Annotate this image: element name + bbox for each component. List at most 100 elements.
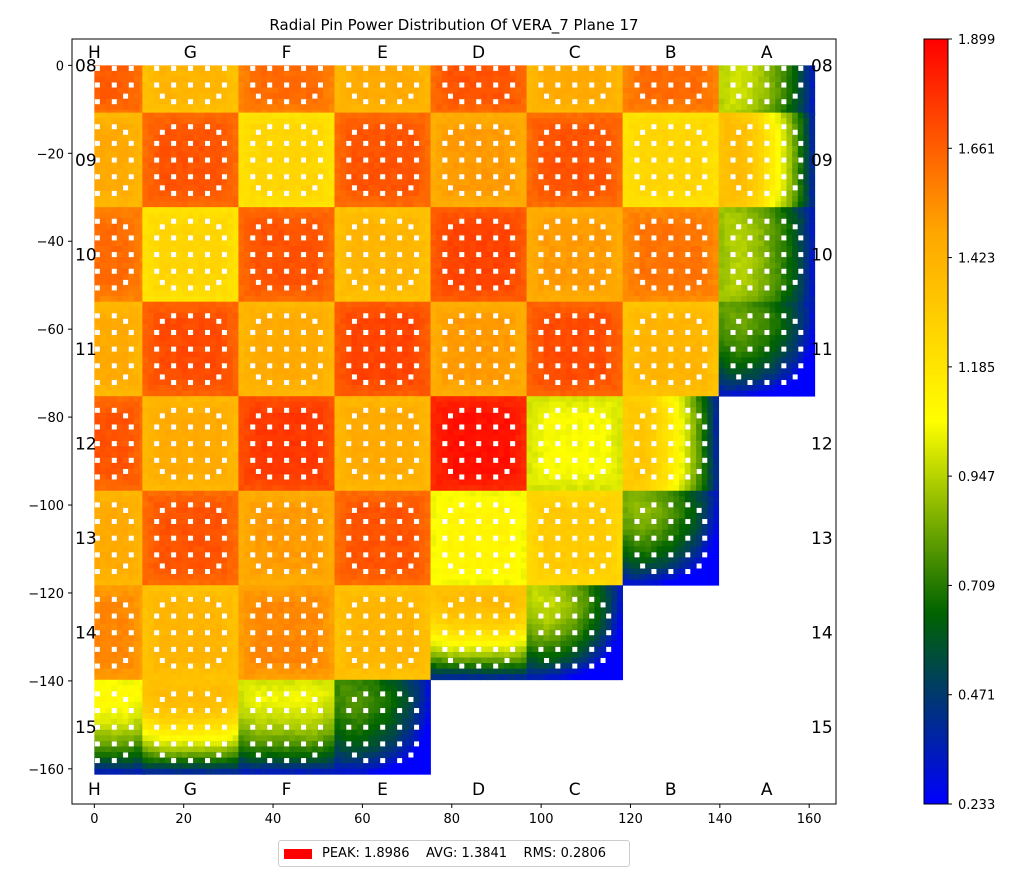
guide-tube-marker: [301, 99, 307, 105]
guide-tube-marker: [171, 379, 177, 385]
guide-tube-marker: [363, 663, 369, 669]
guide-tube-marker: [798, 65, 804, 71]
guide-tube-marker: [216, 374, 222, 380]
guide-tube-marker: [380, 441, 386, 447]
row-label: 10: [811, 245, 833, 265]
guide-tube-marker: [159, 657, 165, 663]
guide-tube-marker: [111, 569, 117, 575]
guide-tube-marker: [318, 708, 324, 714]
guide-tube-marker: [94, 363, 100, 369]
guide-tube-marker: [493, 441, 499, 447]
guide-tube-marker: [380, 569, 386, 575]
guide-tube-marker: [448, 93, 454, 99]
guide-tube-marker: [668, 252, 674, 258]
guide-tube-marker: [123, 318, 129, 324]
guide-tube-marker: [128, 457, 134, 463]
plot-frame: [71, 38, 837, 805]
guide-tube-marker: [493, 535, 499, 541]
guide-tube-marker: [476, 457, 482, 463]
guide-tube-marker: [267, 82, 273, 88]
guide-tube-marker: [284, 724, 290, 730]
guide-tube-marker: [747, 346, 753, 352]
guide-tube-marker: [764, 313, 770, 319]
guide-tube-marker: [600, 374, 606, 380]
guide-tube-marker: [267, 124, 273, 130]
guide-tube-marker: [380, 218, 386, 224]
guide-tube-marker: [318, 741, 324, 747]
guide-tube-marker: [346, 708, 352, 714]
guide-tube-marker: [397, 235, 403, 241]
guide-tube-marker: [448, 602, 454, 608]
guide-tube-marker: [459, 552, 465, 558]
guide-tube-marker: [188, 329, 194, 335]
fuel-assembly: [238, 112, 335, 208]
guide-tube-marker: [205, 379, 211, 385]
guide-tube-marker: [111, 519, 117, 525]
guide-tube-marker: [188, 691, 194, 697]
guide-tube-marker: [216, 318, 222, 324]
guide-tube-marker: [476, 613, 482, 619]
guide-tube-marker: [318, 346, 324, 352]
guide-tube-marker: [781, 379, 787, 385]
guide-tube-marker: [685, 65, 691, 71]
guide-tube-marker: [589, 268, 595, 274]
guide-tube-marker: [634, 363, 640, 369]
guide-tube-marker: [747, 157, 753, 163]
guide-tube-marker: [111, 424, 117, 430]
guide-tube-marker: [171, 596, 177, 602]
x-tick-label: 160: [797, 812, 822, 827]
guide-tube-marker: [459, 441, 465, 447]
guide-tube-marker: [685, 363, 691, 369]
guide-tube-marker: [380, 502, 386, 508]
guide-tube-marker: [459, 190, 465, 196]
guide-tube-marker: [171, 613, 177, 619]
guide-tube-marker: [111, 268, 117, 274]
guide-tube-marker: [351, 507, 357, 513]
guide-tube-marker: [351, 93, 357, 99]
guide-tube-marker: [634, 329, 640, 335]
colorbar-tick-label: 0.233: [958, 798, 995, 813]
guide-tube-marker: [221, 613, 227, 619]
guide-tube-marker: [634, 441, 640, 447]
guide-tube-marker: [312, 563, 318, 569]
guide-tube-marker: [171, 252, 177, 258]
guide-tube-marker: [205, 457, 211, 463]
guide-tube-marker: [397, 82, 403, 88]
guide-tube-marker: [555, 235, 561, 241]
guide-tube-marker: [606, 424, 612, 430]
guide-tube-marker: [747, 363, 753, 369]
guide-tube-marker: [221, 630, 227, 636]
guide-tube-marker: [459, 329, 465, 335]
guide-tube-marker: [267, 630, 273, 636]
guide-tube-marker: [351, 129, 357, 135]
guide-tube-marker: [408, 752, 414, 758]
guide-tube-marker: [205, 424, 211, 430]
column-label: B: [665, 780, 677, 800]
guide-tube-marker: [188, 65, 194, 71]
guide-tube-marker: [171, 407, 177, 413]
guide-tube-marker: [538, 82, 544, 88]
guide-tube-marker: [188, 235, 194, 241]
guide-tube-marker: [171, 691, 177, 697]
guide-tube-marker: [267, 65, 273, 71]
guide-tube-marker: [442, 329, 448, 335]
guide-tube-marker: [154, 157, 160, 163]
guide-tube-marker: [94, 457, 100, 463]
guide-tube-marker: [267, 535, 273, 541]
guide-tube-marker: [159, 224, 165, 230]
guide-tube-marker: [318, 268, 324, 274]
guide-tube-marker: [312, 318, 318, 324]
guide-tube-marker: [205, 140, 211, 146]
guide-tube-marker: [301, 407, 307, 413]
guide-tube-marker: [216, 657, 222, 663]
guide-tube-marker: [414, 65, 420, 71]
guide-tube-marker: [380, 552, 386, 558]
guide-tube-marker: [397, 646, 403, 652]
guide-tube-marker: [128, 708, 134, 714]
guide-tube-marker: [363, 235, 369, 241]
guide-tube-marker: [651, 285, 657, 291]
guide-tube-marker: [267, 99, 273, 105]
guide-tube-marker: [205, 65, 211, 71]
guide-tube-marker: [414, 519, 420, 525]
guide-tube-marker: [284, 519, 290, 525]
